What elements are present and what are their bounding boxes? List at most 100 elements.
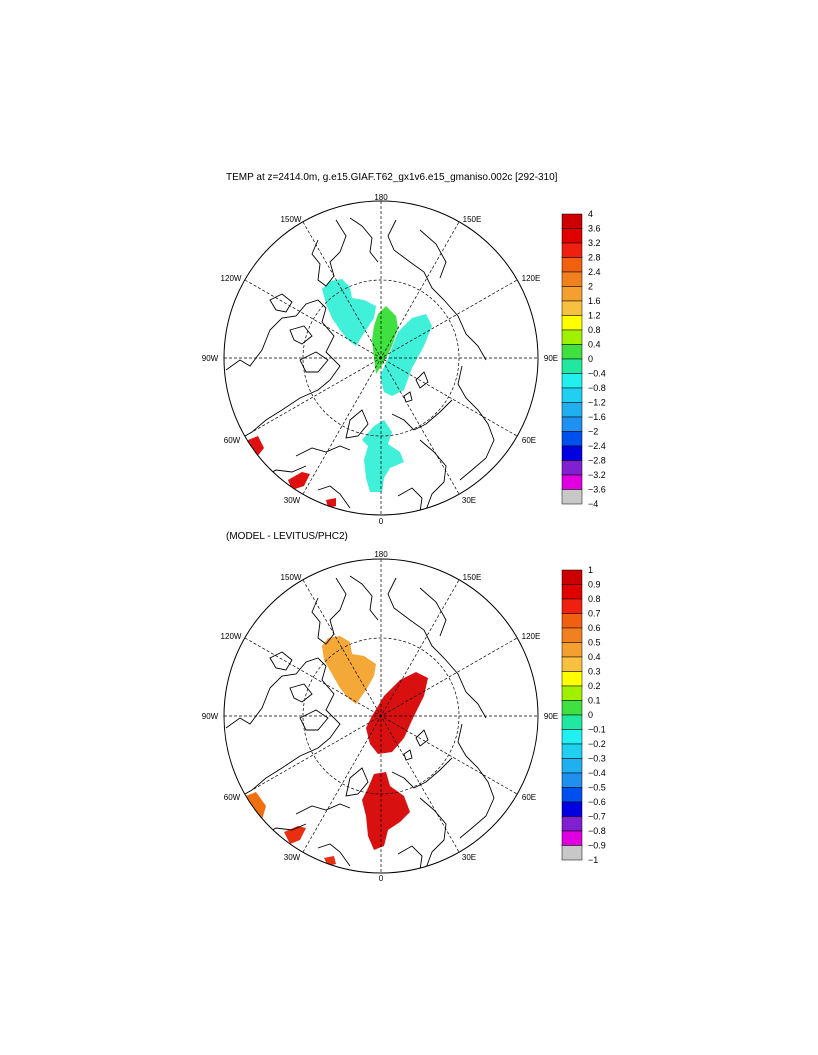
western-arctic-patch — [322, 636, 376, 704]
bottom-colorbar-label: −0.3 — [588, 754, 606, 764]
top-colorbar-box — [561, 460, 583, 476]
top-colorbar-box — [561, 315, 583, 331]
bottom-label-150w: 150W — [281, 573, 302, 582]
bottom-label-30w: 30W — [284, 853, 301, 862]
top-coastlines — [225, 217, 495, 513]
bottom-colorbar-label: 0.3 — [588, 667, 601, 677]
bottom-colorbar-label: −0.9 — [588, 841, 606, 851]
nordic-seas-patch — [362, 772, 410, 850]
bottom-label-150e: 150E — [463, 573, 482, 582]
bottom-label-90w: 90W — [202, 712, 219, 721]
top-label-120e: 120E — [522, 274, 541, 283]
eurasian-basin-patch — [366, 672, 428, 754]
atlantic-patch — [284, 826, 336, 866]
bottom-colorbar-label: −0.1 — [588, 725, 606, 735]
bottom-colorbar-label: 0.1 — [588, 696, 601, 706]
top-colorbar-box — [561, 329, 583, 345]
bottom-map-boundary — [223, 558, 539, 874]
bottom-anomaly-fields — [246, 636, 428, 866]
bottom-colorbar-box — [561, 700, 583, 716]
top-colorbar-label: −0.4 — [588, 369, 606, 379]
bottom-colorbar-label: −0.4 — [588, 768, 606, 778]
top-colorbar-label: −1.6 — [588, 412, 606, 422]
top-colorbar-label: 2.4 — [588, 267, 601, 277]
labrador-patch — [246, 792, 266, 820]
bottom-colorbar-label: −0.6 — [588, 797, 606, 807]
bottom-colorbar-box — [561, 787, 583, 803]
top-colorbar-box — [561, 242, 583, 258]
bottom-colorbar-label: 0.4 — [588, 652, 601, 662]
top-colorbar-label: −0.8 — [588, 383, 606, 393]
top-colorbar-box — [561, 213, 583, 229]
central-ridge-patch — [372, 306, 398, 374]
bottom-colorbar-box — [561, 569, 583, 585]
top-colorbar-box — [561, 431, 583, 447]
bottom-colorbar-box — [561, 729, 583, 745]
top-anomaly-fields — [248, 279, 432, 508]
bottom-colorbar-box — [561, 714, 583, 730]
top-longitude-labels: 180 0 90W 90E 150W 150E 120W 120E 60W 60… — [202, 193, 558, 526]
bottom-graticule — [224, 559, 538, 873]
top-label-90w: 90W — [202, 354, 219, 363]
top-colorbar-box — [561, 271, 583, 287]
top-colorbar-label: 0.8 — [588, 325, 601, 335]
top-label-120w: 120W — [221, 274, 242, 283]
bottom-colorbar-box — [561, 830, 583, 846]
bottom-colorbar-label: 0.8 — [588, 594, 601, 604]
bottom-colorbar-label: 1 — [588, 565, 593, 575]
top-colorbar-box — [561, 344, 583, 360]
bottom-colorbar-box — [561, 584, 583, 600]
top-label-60w: 60W — [224, 436, 241, 445]
bottom-colorbar-box — [561, 642, 583, 658]
bottom-label-90e: 90E — [544, 712, 558, 721]
eurasian-basin-patch — [380, 314, 432, 396]
top-colorbar-box — [561, 387, 583, 403]
top-colorbar-label: −4 — [588, 499, 598, 509]
top-map: 180 0 90W 90E 150W 150E 120W 120E 60W 60… — [202, 193, 606, 526]
bottom-colorbar-label: −0.2 — [588, 739, 606, 749]
top-colorbar-box — [561, 373, 583, 389]
bottom-colorbar-box — [561, 758, 583, 774]
top-colorbar-box — [561, 474, 583, 490]
top-colorbar-label: −3.2 — [588, 470, 606, 480]
bottom-colorbar-label: 0.6 — [588, 623, 601, 633]
top-colorbar-label: −3.6 — [588, 485, 606, 495]
bottom-colorbar-label: 0.5 — [588, 638, 601, 648]
top-colorbar-label: −2 — [588, 427, 598, 437]
bottom-colorbar-label: 0 — [588, 710, 593, 720]
top-colorbar-box — [561, 445, 583, 461]
top-colorbar-box — [561, 489, 583, 505]
bottom-longitude-labels: 180 0 90W 90E 150W 150E 120W 120E 60W 60… — [202, 550, 558, 883]
bottom-colorbar-box — [561, 685, 583, 701]
labrador-patch — [248, 436, 264, 458]
bottom-label-0: 0 — [379, 874, 384, 883]
nordic-seas-patch — [362, 420, 404, 492]
bottom-panel-title: (MODEL - LEVITUS/PHC2) — [226, 531, 348, 542]
top-label-150w: 150W — [281, 215, 302, 224]
top-map-boundary — [223, 200, 539, 516]
bottom-colorbar-box — [561, 656, 583, 672]
top-colorbar-label: 0 — [588, 354, 593, 364]
top-label-180: 180 — [374, 193, 388, 202]
top-colorbar-label: 4 — [588, 209, 593, 219]
bottom-colorbar-box — [561, 772, 583, 788]
bottom-label-180: 180 — [374, 550, 388, 559]
top-colorbar-label: −1.2 — [588, 398, 606, 408]
bottom-label-120e: 120E — [522, 632, 541, 641]
top-colorbar-box — [561, 358, 583, 374]
bottom-colorbar-box — [561, 743, 583, 759]
top-colorbar-label: 0.4 — [588, 340, 601, 350]
top-colorbar-label: −2.4 — [588, 441, 606, 451]
top-colorbar-label: 2.8 — [588, 253, 601, 263]
top-colorbar-box — [561, 402, 583, 418]
bottom-colorbar-box — [561, 671, 583, 687]
top-label-60e: 60E — [522, 436, 536, 445]
top-colorbar-label: 3.6 — [588, 224, 601, 234]
bottom-colorbar-label: −0.5 — [588, 783, 606, 793]
atlantic-patch — [288, 472, 336, 508]
bottom-colorbar-label: 0.7 — [588, 609, 601, 619]
top-colorbar-box — [561, 228, 583, 244]
bottom-label-60w: 60W — [224, 793, 241, 802]
top-label-90e: 90E — [544, 354, 558, 363]
